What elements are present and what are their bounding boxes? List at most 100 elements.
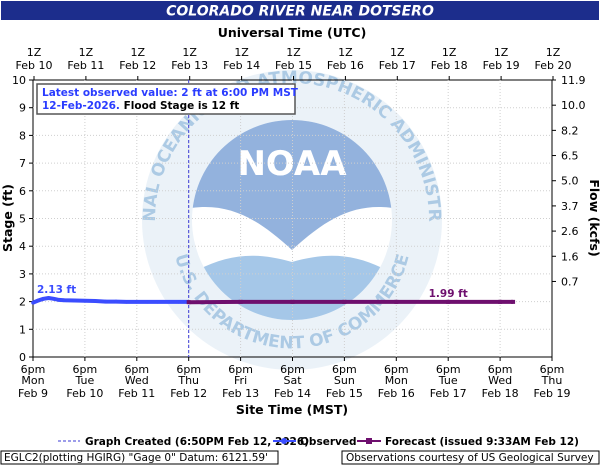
top-tick-date: Feb 12 xyxy=(119,59,156,72)
y2-tick-label: 6.5 xyxy=(561,150,579,163)
x-tick-date: Feb 18 xyxy=(482,387,519,400)
legend-created-label: Graph Created (6:50PM Feb 12, 2026) xyxy=(85,436,309,448)
x-tick-time: 6pm xyxy=(124,363,149,376)
y-tick-label: 7 xyxy=(19,157,26,170)
forecast-end-label: 1.99 ft xyxy=(429,288,468,300)
observed-point xyxy=(176,300,181,304)
y2-tick-label: 11.9 xyxy=(561,74,586,87)
top-tick-date: Feb 11 xyxy=(67,59,104,72)
x-tick-time: 6pm xyxy=(384,363,409,376)
y2-tick-label: 8.2 xyxy=(561,124,579,137)
annotation-flood-stage: Flood Stage is 12 ft xyxy=(120,100,239,112)
x-tick-date: Feb 12 xyxy=(170,387,207,400)
legend-forecast-label: Forecast (issued 9:33AM Feb 12) xyxy=(385,436,579,448)
observed-point xyxy=(114,299,118,304)
y2-tick-label: 1.6 xyxy=(561,250,579,263)
y2-tick-label: 2.6 xyxy=(561,225,579,238)
x-tick-date: Feb 9 xyxy=(18,387,48,400)
footer-left-text: EGLC2(plotting HGIRG) "Gage 0" Datum: 61… xyxy=(4,452,268,464)
title-banner xyxy=(1,1,599,20)
x-tick-date: Feb 14 xyxy=(274,387,311,400)
x-tick-day: Sun xyxy=(334,374,355,387)
forecast-point xyxy=(511,299,516,304)
annotation-line-1: Latest observed value: 2 ft at 6:00 PM M… xyxy=(42,87,299,99)
annotation-line-2: 12-Feb-2026. Flood Stage is 12 ft xyxy=(42,100,239,112)
y-tick-label: 0 xyxy=(19,351,26,364)
x-tick-time: 6pm xyxy=(436,363,461,376)
observed-point xyxy=(41,297,46,301)
y2-tick-label: 5.0 xyxy=(561,175,579,188)
observed-peak-label: 2.13 ft xyxy=(37,284,76,296)
observed-point xyxy=(93,299,98,303)
observed-point xyxy=(72,298,77,303)
top-tick-date: Feb 14 xyxy=(223,59,260,72)
top-tick-time: 1Z xyxy=(338,46,353,59)
y-tick-label: 2 xyxy=(19,296,26,309)
observed-point xyxy=(103,299,108,304)
observed-point xyxy=(166,300,170,304)
legend-observed-label: Observed xyxy=(300,436,356,448)
y-tick-label: 10 xyxy=(12,74,26,87)
x-tick-day: Mon xyxy=(21,374,44,387)
top-tick-time: 1Z xyxy=(27,46,42,59)
forecast-point xyxy=(446,299,451,304)
y2-tick-label: 10.0 xyxy=(561,99,586,112)
x-tick-date: Feb 17 xyxy=(430,387,467,400)
x-tick-time: 6pm xyxy=(176,363,201,376)
top-tick-time: 1Z xyxy=(442,46,457,59)
footer-left-box xyxy=(0,450,279,465)
observed-point xyxy=(57,298,61,302)
x-tick-day: Wed xyxy=(125,374,149,387)
observed-point xyxy=(31,300,35,305)
y2-tick-label: 3.7 xyxy=(561,200,579,213)
top-tick-time: 1Z xyxy=(234,46,249,59)
annotation-date: 12-Feb-2026. xyxy=(42,100,120,112)
x-tick-date: Feb 11 xyxy=(118,387,155,400)
observed-point xyxy=(51,297,56,301)
x-tick-time: 6pm xyxy=(280,363,305,376)
forecast-point xyxy=(238,299,243,304)
top-tick-time: 1Z xyxy=(286,46,301,59)
x-axis-title: Site Time (MST) xyxy=(236,402,348,417)
x-tick-date: Feb 19 xyxy=(534,387,571,400)
top-tick-date: Feb 15 xyxy=(275,59,312,72)
legend-observed-marker xyxy=(281,438,287,444)
x-tick-day: Thu xyxy=(177,374,199,387)
x-tick-date: Feb 13 xyxy=(222,387,259,400)
x-tick-time: 6pm xyxy=(21,363,46,376)
top-axis-title: Universal Time (UTC) xyxy=(218,25,367,40)
top-tick-date: Feb 19 xyxy=(483,59,520,72)
x-tick-date: Feb 16 xyxy=(378,387,415,400)
top-tick-time: 1Z xyxy=(79,46,94,59)
observed-point xyxy=(46,296,51,300)
top-tick-time: 1Z xyxy=(131,46,146,59)
x-tick-time: 6pm xyxy=(73,363,98,376)
x-tick-time: 6pm xyxy=(228,363,253,376)
observed-point xyxy=(36,298,40,303)
forecast-point xyxy=(290,299,295,304)
x-tick-day: Mon xyxy=(385,374,408,387)
chart-title: COLORADO RIVER NEAR DOTSERO xyxy=(166,4,434,20)
y-axis-title: Stage (ft) xyxy=(0,184,15,252)
x-tick-time: 6pm xyxy=(488,363,513,376)
x-tick-day: Tue xyxy=(75,374,95,387)
top-tick-time: 1Z xyxy=(182,46,197,59)
forecast-point xyxy=(186,300,191,305)
observed-point xyxy=(62,298,66,303)
x-tick-time: 6pm xyxy=(332,363,357,376)
footer-right-box xyxy=(341,450,600,465)
observed-point xyxy=(135,300,139,304)
x-tick-day: Tue xyxy=(438,374,458,387)
top-tick-time: 1Z xyxy=(546,46,561,59)
legend: Graph Created (6:50PM Feb 12, 2026) Obse… xyxy=(58,436,579,448)
x-tick-day: Wed xyxy=(488,374,512,387)
x-tick-day: Sat xyxy=(283,374,302,387)
observed-point xyxy=(155,300,160,304)
y2-axis-title: Flow (kcfs) xyxy=(587,179,600,256)
footer-right-text: Observations courtesy of US Geological S… xyxy=(346,452,594,464)
forecast-point xyxy=(394,299,399,304)
x-tick-date: Feb 10 xyxy=(66,387,103,400)
top-tick-date: Feb 16 xyxy=(327,59,364,72)
y2-tick-label: 0.7 xyxy=(561,275,579,288)
